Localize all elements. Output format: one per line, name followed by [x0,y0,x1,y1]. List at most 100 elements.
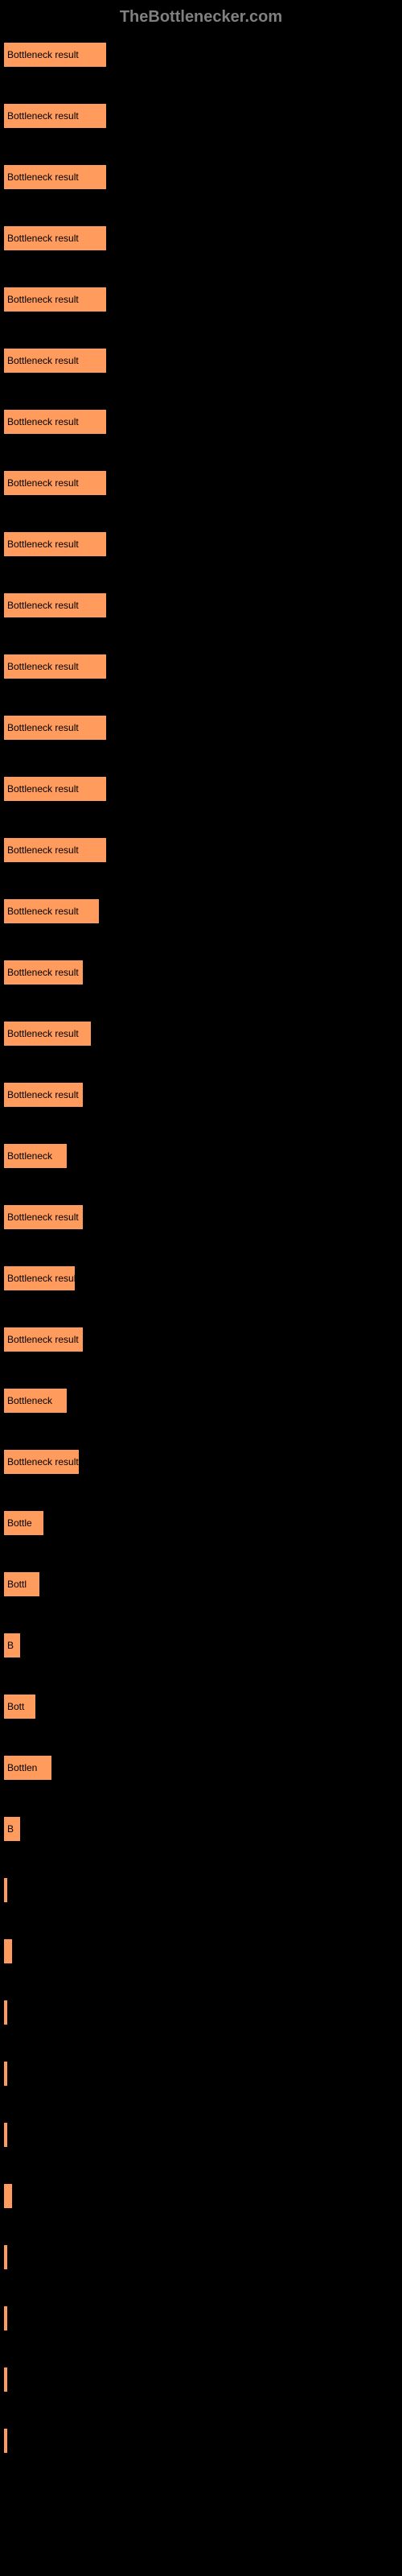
bar[interactable]: B [4,1817,20,1841]
bar-row: Bottleneck result [4,593,398,617]
bar[interactable] [4,2245,7,2269]
bar-row [4,2368,398,2392]
bar[interactable] [4,1939,12,1963]
bar-label: Bottleneck result [7,171,79,183]
bar[interactable]: Bottleneck result [4,410,106,434]
site-title: TheBottlenecker.com [120,8,282,26]
bar[interactable] [4,2062,7,2086]
bar[interactable] [4,2368,7,2392]
bar-label: Bottleneck result [7,600,79,611]
bar[interactable]: Bottleneck result [4,1205,83,1229]
bar-label: B [7,1640,14,1651]
bar-label: Bottleneck result [7,294,79,305]
bar[interactable]: Bottleneck result [4,960,83,985]
bar-row: Bottleneck result [4,1083,398,1107]
bar-label: Bottleneck result [7,661,79,672]
bar[interactable]: Bottleneck result [4,899,99,923]
bar-label: Bott [7,1701,24,1712]
bar-row [4,2245,398,2269]
bar[interactable]: Bottleneck result [4,532,106,556]
bar-row: Bottleneck result [4,410,398,434]
bar[interactable]: Bottleneck result [4,1022,91,1046]
bar-row [4,2429,398,2453]
bar[interactable]: Bottleneck result [4,777,106,801]
bar[interactable]: Bottleneck result [4,43,106,67]
bar[interactable]: Bottle [4,1511,43,1535]
bar-label: Bottle [7,1517,32,1529]
bar-chart: Bottleneck result Bottleneck result Bottle… [0,43,402,2453]
bar-label: Bottleneck result [7,1089,79,1100]
bar-row: Bottleneck result [4,654,398,679]
bar-row: B [4,1817,398,1841]
bar-row: Bottleneck result [4,532,398,556]
bar[interactable] [4,2429,7,2453]
bar-row: Bottleneck result [4,1022,398,1046]
bar-row [4,2123,398,2147]
bar-row: Bottleneck [4,1389,398,1413]
bar-label: Bottleneck result [7,355,79,366]
bar[interactable] [4,2000,7,2025]
bar-label: Bottleneck result [7,477,79,489]
bar-label: Bottleneck result [7,967,79,978]
bar-label: Bottleneck result [7,49,79,60]
bar[interactable]: Bottleneck result [4,349,106,373]
bar[interactable]: Bottleneck result [4,1450,79,1474]
bar-row: Bottleneck result [4,287,398,312]
bar-label: Bottleneck result [7,1334,79,1345]
bar-row: Bottleneck result [4,226,398,250]
bar[interactable]: Bottlen [4,1756,51,1780]
bar-row [4,2000,398,2025]
bar[interactable] [4,2306,7,2330]
bar-row: Bottleneck result [4,165,398,189]
bar-row: Bottleneck result [4,838,398,862]
bar-label: Bottleneck result [7,722,79,733]
bar-label: Bottleneck result [7,1273,75,1284]
bar-row: Bottlen [4,1756,398,1780]
bar[interactable] [4,2123,7,2147]
bar[interactable]: Bottleneck result [4,1266,75,1290]
bar-row [4,2062,398,2086]
bar[interactable]: Bott [4,1695,35,1719]
bar[interactable]: Bottleneck result [4,104,106,128]
bar-label: Bottleneck result [7,1028,79,1039]
bar-row: Bottleneck result [4,1266,398,1290]
bar-label: Bottlen [7,1762,37,1773]
bar-label: Bottleneck result [7,1456,79,1468]
bar-row [4,2184,398,2208]
bar[interactable]: Bottleneck result [4,716,106,740]
bar[interactable]: B [4,1633,20,1657]
bar-row: Bottleneck result [4,960,398,985]
bar-row: Bottl [4,1572,398,1596]
bar[interactable]: Bottleneck result [4,1327,83,1352]
bar-label: Bottleneck result [7,844,79,856]
bar[interactable]: Bottleneck result [4,838,106,862]
bar-row: Bottleneck result [4,471,398,495]
bar-row: Bottleneck [4,1144,398,1168]
bar[interactable]: Bottleneck [4,1389,67,1413]
bar-label: Bottleneck result [7,110,79,122]
bar-label: B [7,1823,14,1835]
bar[interactable]: Bottleneck result [4,654,106,679]
bar[interactable]: Bottleneck result [4,1083,83,1107]
bar[interactable]: Bottleneck result [4,593,106,617]
bar[interactable]: Bottleneck result [4,287,106,312]
bar-label: Bottleneck result [7,539,79,550]
bar[interactable]: Bottleneck [4,1144,67,1168]
bar[interactable] [4,1878,7,1902]
bar-row: Bott [4,1695,398,1719]
bar[interactable] [4,2184,12,2208]
bar[interactable]: Bottl [4,1572,39,1596]
bar[interactable]: Bottleneck result [4,165,106,189]
bar-row: Bottleneck result [4,716,398,740]
site-header: TheBottlenecker.com [0,8,402,27]
bar[interactable]: Bottleneck result [4,226,106,250]
bar-label: Bottleneck result [7,906,79,917]
bar-row: Bottleneck result [4,777,398,801]
bar-row: Bottleneck result [4,104,398,128]
bar-row: B [4,1633,398,1657]
bar-row: Bottleneck result [4,1450,398,1474]
bar-row: Bottleneck result [4,899,398,923]
bar[interactable]: Bottleneck result [4,471,106,495]
bar-row: Bottleneck result [4,43,398,67]
bar-label: Bottl [7,1579,27,1590]
